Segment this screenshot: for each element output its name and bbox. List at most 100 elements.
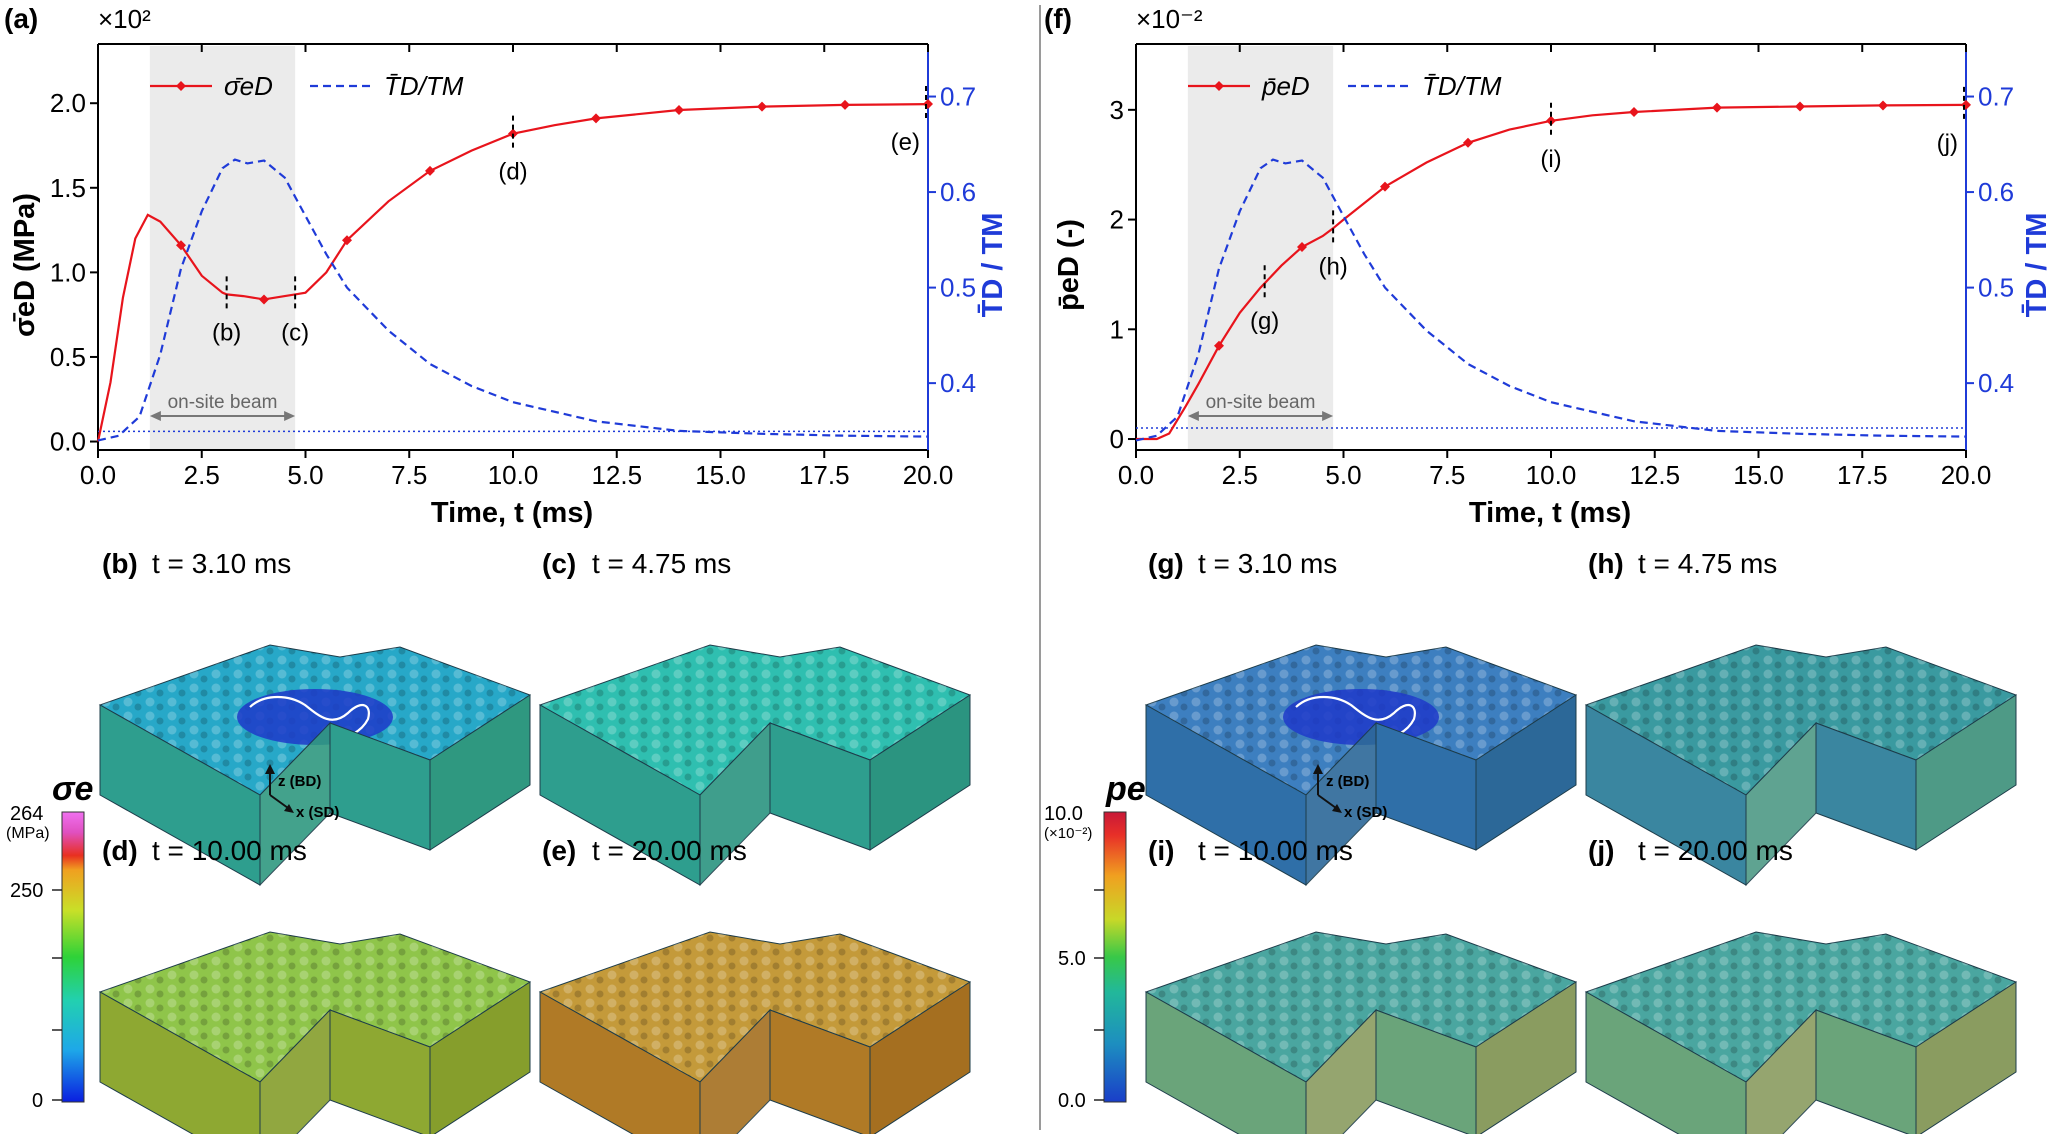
colorbar-stress-symbol: σe: [52, 770, 93, 808]
snapshot-stress-2-right-face: [429, 981, 531, 1134]
chart0-state-label: (b): [212, 319, 241, 346]
chart0-series-0-marker: [591, 113, 601, 124]
snapshots: TM(b)t = 3.10 ms(c)t = 4.75 ms(d)t = 10.…: [98, 548, 2018, 1134]
snapshot-strain-2: (i) t = 10.00 ms: [1144, 835, 1578, 1134]
chart1-y2tick-label: 0.7: [1978, 82, 2014, 112]
chart1-xtick-label: 2.5: [1222, 460, 1258, 490]
snapshot-strain-1-label: (h): [1588, 548, 1624, 579]
chart0-ytick-label: 1.0: [50, 257, 86, 287]
y2-axis-title-f: T̄D / TM: [2021, 213, 2053, 318]
y-multiplier-a: ×10²: [98, 4, 151, 34]
colorbar-strain-mult: (×10⁻²): [1044, 825, 1092, 842]
chart1-xtick-label: 5.0: [1325, 460, 1361, 490]
chart1-series-0-marker: [1629, 107, 1639, 118]
chart1-xtick-label: 10.0: [1526, 460, 1577, 490]
chart1-series-0-marker: [1463, 137, 1473, 148]
snapshot-stress-3-time: t = 20.00 ms: [592, 835, 747, 866]
snapshot-strain-0-label: (g): [1148, 548, 1184, 579]
snapshot-strain-0-isotherm-line: [1295, 695, 1416, 739]
y-axis-title-f: p̄eD (-): [1053, 219, 1085, 311]
colorbar-strain-bar: [1103, 811, 1127, 1103]
chart1-series-0-marker: [1961, 99, 1971, 110]
chart0-series-0-marker: [923, 99, 933, 110]
snapshot-strain-2-top-texture: [1146, 932, 1576, 1082]
x-axis-title-a: Time, t (ms): [431, 497, 593, 529]
chart1-beam-arrow-right: [1322, 411, 1334, 421]
chart1-xtick-label: 20.0: [1941, 460, 1992, 490]
chart0-series-0-marker: [176, 240, 186, 251]
panel-label-f: (f): [1044, 3, 1072, 34]
chart1-y2tick-label: 0.5: [1978, 273, 2014, 303]
colorbar-stress-mid: 250: [10, 880, 43, 902]
chart0-series-0-marker: [840, 99, 850, 110]
snapshot-stress-2-time: t = 10.00 ms: [152, 835, 307, 866]
snapshot-stress-3-top-texture: [540, 932, 970, 1082]
chart0-legend-marker-0: [176, 81, 186, 91]
panel-label-a: (a): [4, 3, 38, 34]
snapshot-stress-1-right-face: [869, 694, 971, 851]
snapshot-stress-0-right-face: [429, 694, 531, 851]
snapshot-stress-3: (e) t = 20.00 ms: [538, 835, 972, 1134]
chart1-series-0-marker: [1214, 340, 1224, 351]
chart0-beam-label: on-site beam: [168, 392, 278, 413]
x-axis-title-f: Time, t (ms): [1469, 497, 1631, 529]
snapshot-stress-0: TM(b)t = 3.10 ms: [98, 548, 532, 887]
axes-triad-left: z (BD) x (SD): [265, 764, 339, 821]
chart0-ytick-label: 0.0: [50, 427, 86, 457]
triad-x-label-2: x (SD): [1344, 804, 1387, 821]
chart1-series-0-marker: [1380, 181, 1390, 192]
chart0-xtick-label: 12.5: [591, 460, 642, 490]
snapshot-stress-0-isotherm-line: [249, 695, 370, 739]
chart1-state-label: (i): [1540, 146, 1561, 173]
snapshot-strain-2-mid-face: [1375, 1009, 1477, 1134]
chart1-ytick-label: 1: [1110, 314, 1124, 344]
chart0-beam-arrow-right: [284, 411, 296, 421]
chart0-series-0-marker: [342, 235, 352, 246]
chart1-xtick-label: 0.0: [1118, 460, 1154, 490]
chart0-xtick-label: 5.0: [287, 460, 323, 490]
chart-a: (a) ×10² on-site beam 0.0 2.5 5.0 7.5 10.0 12…: [4, 3, 1009, 529]
snapshot-strain-2-label: (i): [1148, 835, 1174, 866]
snapshot-strain-0-time: t = 3.10 ms: [1198, 548, 1337, 579]
chart0-legend-label-1: T̄D/TM: [384, 71, 464, 101]
chart1-series-0-marker: [1878, 100, 1888, 111]
snapshot-strain-3-left-face: [1585, 991, 1747, 1134]
y2-axis-title-a: T̄D / TM: [977, 213, 1009, 318]
chart1-ytick-label: 0: [1110, 424, 1124, 454]
chart1-legend-label-1: T̄D/TM: [1422, 71, 1502, 101]
chart1-series-0-marker: [1795, 101, 1805, 112]
chart1-y2tick-label: 0.4: [1978, 368, 2014, 398]
snapshot-stress-0-time: t = 3.10 ms: [152, 548, 291, 579]
colorbar-strain: pe 10.0 (×10⁻²) 5.0 0.0: [1044, 770, 1146, 1112]
chart0-ytick-label: 0.5: [50, 342, 86, 372]
snapshot-strain-1-time: t = 4.75 ms: [1638, 548, 1777, 579]
colorbar-stress-max: 264: [10, 803, 43, 825]
chart0-xtick-label: 15.0: [695, 460, 746, 490]
chart1-y2tick-label: 0.6: [1978, 177, 2014, 207]
chart0-ytick-label: 1.5: [50, 173, 86, 203]
chart0-xtick-label: 7.5: [391, 460, 427, 490]
snapshot-strain-3-right-face: [1915, 981, 2017, 1134]
snapshot-strain-1-top-texture: [1586, 645, 2016, 795]
chart0-series-0-marker: [425, 165, 435, 176]
y-axis-title-a: σ̄eD (MPa): [9, 193, 41, 337]
snapshot-strain-2-left-face: [1145, 991, 1307, 1134]
snapshot-strain-2-time: t = 10.00 ms: [1198, 835, 1353, 866]
chart0-series-0-marker: [259, 294, 269, 305]
snapshot-strain-0-melt-pool: [1283, 689, 1439, 745]
snapshot-stress-0-melt-pool: [237, 689, 393, 745]
chart0-state-label: (e): [891, 129, 920, 156]
colorbar-strain-min: 0.0: [1058, 1090, 1086, 1112]
chart0-y2tick-label: 0.4: [940, 368, 976, 398]
snapshot-stress-1: (c) t = 4.75 ms: [538, 548, 972, 887]
chart1-ytick-label: 3: [1110, 95, 1124, 125]
triad-z-label-2: z (BD): [1326, 773, 1369, 790]
chart0-xtick-label: 20.0: [903, 460, 954, 490]
snapshot-stress-2-left-face: [99, 991, 261, 1134]
snapshot-strain-0-right-face: [1475, 694, 1577, 851]
colorbar-stress-bar: [61, 811, 85, 1103]
snapshot-strain-3-mid-face: [1815, 1009, 1917, 1134]
chart0-beam-arrow-left: [149, 411, 161, 421]
chart1-xtick-label: 17.5: [1837, 460, 1888, 490]
colorbar-strain-mid: 5.0: [1058, 948, 1086, 970]
